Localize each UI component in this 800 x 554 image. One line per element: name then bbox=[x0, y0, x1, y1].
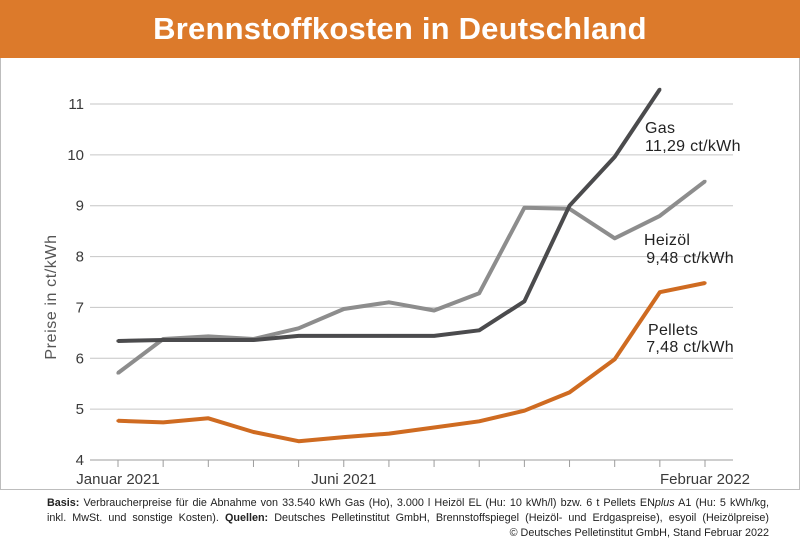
data-point-heizoel bbox=[297, 326, 301, 330]
data-point-heizoel bbox=[658, 214, 662, 218]
data-point-gas bbox=[116, 339, 120, 343]
footnote-line-basis: Basis: Verbraucherpreise für die Abnahme… bbox=[47, 496, 769, 511]
footnote: Basis: Verbraucherpreise für die Abnahme… bbox=[47, 496, 769, 541]
basis-text-continued: A1 (Hu: 5 kWh/kg, bbox=[674, 497, 769, 509]
basis-text-italic: plus bbox=[654, 497, 675, 509]
data-point-gas bbox=[567, 204, 572, 208]
series-label-heizoel: Heizöl bbox=[644, 232, 690, 249]
series-value-heizoel: 9,48 ct/kWh bbox=[646, 250, 734, 267]
gridlines bbox=[90, 103, 733, 461]
series-line-heizoel bbox=[116, 179, 707, 375]
data-point-pellets bbox=[206, 416, 210, 420]
basis-text-end: inkl. MwSt. und sonstige Kosten). bbox=[47, 512, 225, 524]
y-tick-label: 11 bbox=[68, 96, 84, 113]
copyright-text: © Deutsches Pelletinstitut GmbH, Stand F… bbox=[509, 527, 769, 539]
data-point-gas bbox=[206, 338, 210, 342]
header-bar: Brennstoffkosten in Deutschland bbox=[0, 0, 800, 58]
data-point-gas bbox=[477, 328, 481, 332]
y-axis: 4 5 6 7 8 9 10 11 bbox=[67, 96, 84, 469]
footnote-line-copyright: © Deutsches Pelletinstitut GmbH, Stand F… bbox=[47, 526, 769, 541]
data-point-pellets bbox=[432, 425, 436, 430]
data-point-pellets bbox=[658, 290, 662, 294]
y-tick-label: 5 bbox=[76, 401, 84, 418]
data-point-gas bbox=[613, 155, 617, 159]
data-point-pellets bbox=[161, 420, 165, 424]
data-point-pellets bbox=[567, 390, 572, 394]
data-point-heizoel bbox=[522, 206, 527, 210]
data-point-heizoel bbox=[432, 308, 436, 313]
x-axis: Januar 2021 Juni 2021 Februar 2022 bbox=[76, 460, 750, 488]
data-point-gas bbox=[432, 334, 436, 338]
data-point-gas bbox=[161, 338, 165, 342]
y-tick-label: 9 bbox=[76, 198, 84, 215]
data-point-gas bbox=[658, 87, 662, 91]
data-point-pellets bbox=[703, 281, 707, 285]
x-tick-label: Juni 2021 bbox=[311, 471, 376, 488]
data-point-gas bbox=[522, 299, 527, 303]
data-point-pellets bbox=[477, 419, 481, 423]
sources-text: Deutsches Pelletinstitut GmbH, Brennstof… bbox=[268, 512, 769, 524]
data-point-pellets bbox=[522, 409, 527, 413]
data-point-heizoel bbox=[342, 307, 346, 311]
data-point-heizoel bbox=[703, 179, 707, 183]
series-value-gas: 11,29 ct/kWh bbox=[645, 138, 741, 155]
series-line-pellets bbox=[117, 281, 706, 444]
y-tick-label: 10 bbox=[67, 147, 84, 164]
data-point-pellets bbox=[251, 430, 256, 434]
data-point-heizoel bbox=[613, 236, 617, 240]
y-tick-label: 6 bbox=[76, 350, 84, 367]
line-chart: Januar 2021 Juni 2021 Februar 2022 4 5 6 7 8 9 1… bbox=[43, 87, 750, 488]
basis-label: Basis: bbox=[47, 497, 80, 509]
series-value-pellets: 7,48 ct/kWh bbox=[646, 339, 734, 356]
x-tick-label: Januar 2021 bbox=[76, 471, 159, 488]
data-point-gas bbox=[297, 334, 301, 338]
data-point-gas bbox=[387, 334, 391, 338]
y-axis-title: Preise in ct/kWh bbox=[43, 234, 60, 359]
data-point-gas bbox=[342, 334, 346, 338]
page-title: Brennstoffkosten in Deutschland bbox=[153, 11, 647, 46]
data-point-pellets bbox=[297, 439, 301, 443]
data-point-heizoel bbox=[116, 371, 120, 375]
series-annotations: Gas 11,29 ct/kWh Heizöl 9,48 ct/kWh Pell… bbox=[644, 120, 741, 356]
series-label-gas: Gas bbox=[645, 120, 675, 137]
data-point-heizoel bbox=[387, 300, 391, 304]
data-point-pellets bbox=[342, 435, 346, 439]
basis-text: Verbraucherpreise für die Abnahme von 33… bbox=[79, 497, 655, 509]
series-layer bbox=[116, 87, 707, 444]
sources-label: Quellen: bbox=[224, 512, 269, 524]
y-tick-label: 7 bbox=[76, 299, 84, 316]
data-point-pellets bbox=[387, 432, 391, 436]
data-point-pellets bbox=[613, 357, 617, 361]
data-point-pellets bbox=[116, 419, 120, 423]
data-point-heizoel bbox=[477, 291, 481, 295]
y-tick-label: 8 bbox=[76, 249, 84, 266]
y-tick-label: 4 bbox=[76, 452, 84, 469]
data-point-heizoel bbox=[206, 334, 210, 338]
x-tick-label: Februar 2022 bbox=[660, 471, 750, 488]
footnote-line-sources: inkl. MwSt. und sonstige Kosten). Quelle… bbox=[47, 511, 769, 526]
data-point-gas bbox=[251, 338, 256, 342]
series-label-pellets: Pellets bbox=[648, 322, 698, 339]
